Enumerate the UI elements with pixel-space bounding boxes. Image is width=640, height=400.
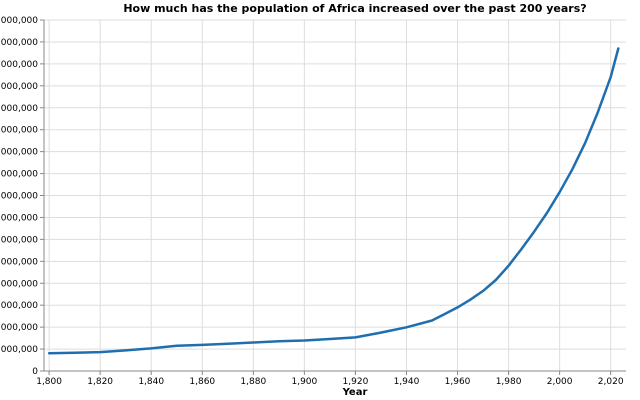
series-line xyxy=(47,47,620,355)
x-tick-label: 1,980 xyxy=(496,377,522,387)
x-tick-label: 1,840 xyxy=(138,377,164,387)
y-tick-label: 1,100,000,000 xyxy=(0,126,38,136)
y-tick-label: 700,000,000 xyxy=(0,213,38,223)
y-tick-label: 1,300,000,000 xyxy=(0,82,38,92)
y-tick-label: 100,000,000 xyxy=(0,345,38,355)
y-tick-label: 400,000,000 xyxy=(0,279,38,289)
x-tick-label: 1,880 xyxy=(240,377,266,387)
x-tick-label: 2,020 xyxy=(598,377,624,387)
x-tick-label: 1,820 xyxy=(87,377,113,387)
grid xyxy=(44,19,626,372)
series-group xyxy=(47,47,620,355)
x-tick-label: 1,900 xyxy=(291,377,317,387)
y-tick-label: 800,000,000 xyxy=(0,192,38,202)
x-tick-label: 1,960 xyxy=(445,377,471,387)
x-axis-ticks: 1,800 1,820 1,840 1,860 1,880 1,900 1,920 1,940… xyxy=(36,371,624,387)
x-tick-label: 1,860 xyxy=(189,377,215,387)
y-tick-label: 1,500,000,000 xyxy=(0,38,38,48)
y-tick-label: 900,000,000 xyxy=(0,170,38,180)
y-tick-label: 0 xyxy=(32,367,38,377)
y-tick-label: 1,600,000,000 xyxy=(0,16,38,26)
y-tick-label: 1,000,000,000 xyxy=(0,148,38,158)
x-tick-label: 1,800 xyxy=(36,377,62,387)
y-tick-label: 300,000,000 xyxy=(0,301,38,311)
y-axis-ticks: 0 100,000,000 200,000,000 300,000,000 400,00… xyxy=(0,16,44,377)
x-tick-label: 1,940 xyxy=(394,377,420,387)
x-tick-label: 1,920 xyxy=(343,377,369,387)
y-tick-label: 200,000,000 xyxy=(0,323,38,333)
x-tick-label: 2,000 xyxy=(547,377,573,387)
y-tick-label: 1,200,000,000 xyxy=(0,104,38,114)
y-tick-label: 500,000,000 xyxy=(0,257,38,267)
y-tick-label: 600,000,000 xyxy=(0,235,38,245)
chart-title: How much has the population of Africa in… xyxy=(123,2,586,15)
x-axis-title: Year xyxy=(342,387,368,398)
y-tick-label: 1,400,000,000 xyxy=(0,60,38,70)
